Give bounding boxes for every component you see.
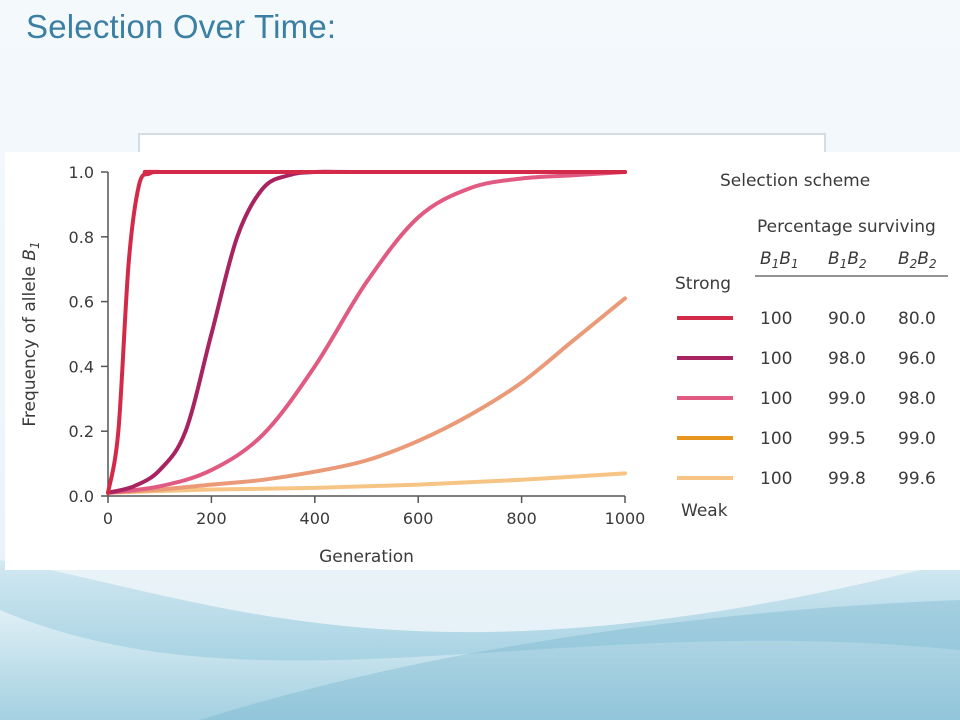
- y-tick-label: 1.0: [69, 163, 94, 182]
- legend-survival-value: 100: [760, 349, 792, 369]
- series-line-1: [106, 169, 627, 495]
- x-tick-label: 200: [196, 509, 227, 528]
- legend-survival-value: 98.0: [898, 389, 936, 409]
- legend-survival-value: 96.0: [898, 349, 936, 369]
- series-line-5: [106, 471, 627, 495]
- legend-survival-value: 99.0: [828, 389, 866, 409]
- x-tick-label: 600: [403, 509, 434, 528]
- legend-column-header: B2B2: [898, 249, 937, 271]
- y-tick-label: 0.2: [69, 422, 94, 441]
- y-tick-label: 0.6: [69, 293, 94, 312]
- legend-subtitle: Percentage surviving: [757, 217, 936, 237]
- legend-strong-label: Strong: [675, 274, 731, 294]
- legend-survival-value: 100: [760, 469, 792, 489]
- legend-survival-value: 80.0: [898, 309, 936, 329]
- x-tick-label: 0: [103, 509, 113, 528]
- legend-survival-value: 90.0: [828, 309, 866, 329]
- series-line-2: [106, 169, 627, 495]
- x-tick-label: 800: [506, 509, 537, 528]
- legend-column-header: B1B1: [760, 249, 799, 271]
- legend-column-header: B1B2: [828, 249, 867, 271]
- legend-title: Selection scheme: [720, 171, 870, 191]
- slide-title: Selection Over Time:: [26, 8, 337, 45]
- legend-survival-value: 100: [760, 429, 792, 449]
- legend-survival-value: 98.0: [828, 349, 866, 369]
- y-axis-label: Frequency of allele B1: [20, 241, 42, 426]
- y-tick-label: 0.0: [69, 487, 94, 506]
- legend-survival-value: 99.5: [828, 429, 866, 449]
- y-tick-label: 0.4: [69, 357, 94, 376]
- legend-survival-value: 99.6: [898, 469, 936, 489]
- series-line-4: [106, 296, 627, 495]
- x-tick-label: 1000: [605, 509, 646, 528]
- legend-weak-label: Weak: [681, 501, 728, 521]
- selection-chart: 0 200 400 600 800 1000 0.0 0.2 0.4 0.6 0.8 1.0 Gener…: [20, 163, 948, 567]
- legend-survival-value: 100: [760, 309, 792, 329]
- x-tick-label: 400: [300, 509, 331, 528]
- series-line-3: [106, 170, 627, 495]
- legend-survival-value: 99.8: [828, 469, 866, 489]
- legend-survival-value: 99.0: [898, 429, 936, 449]
- figure-panel: 0 200 400 600 800 1000 0.0 0.2 0.4 0.6 0.8 1.0 Gener…: [5, 152, 960, 570]
- legend-survival-value: 100: [760, 389, 792, 409]
- y-tick-label: 0.8: [69, 228, 94, 247]
- x-axis-label: Generation: [319, 547, 414, 567]
